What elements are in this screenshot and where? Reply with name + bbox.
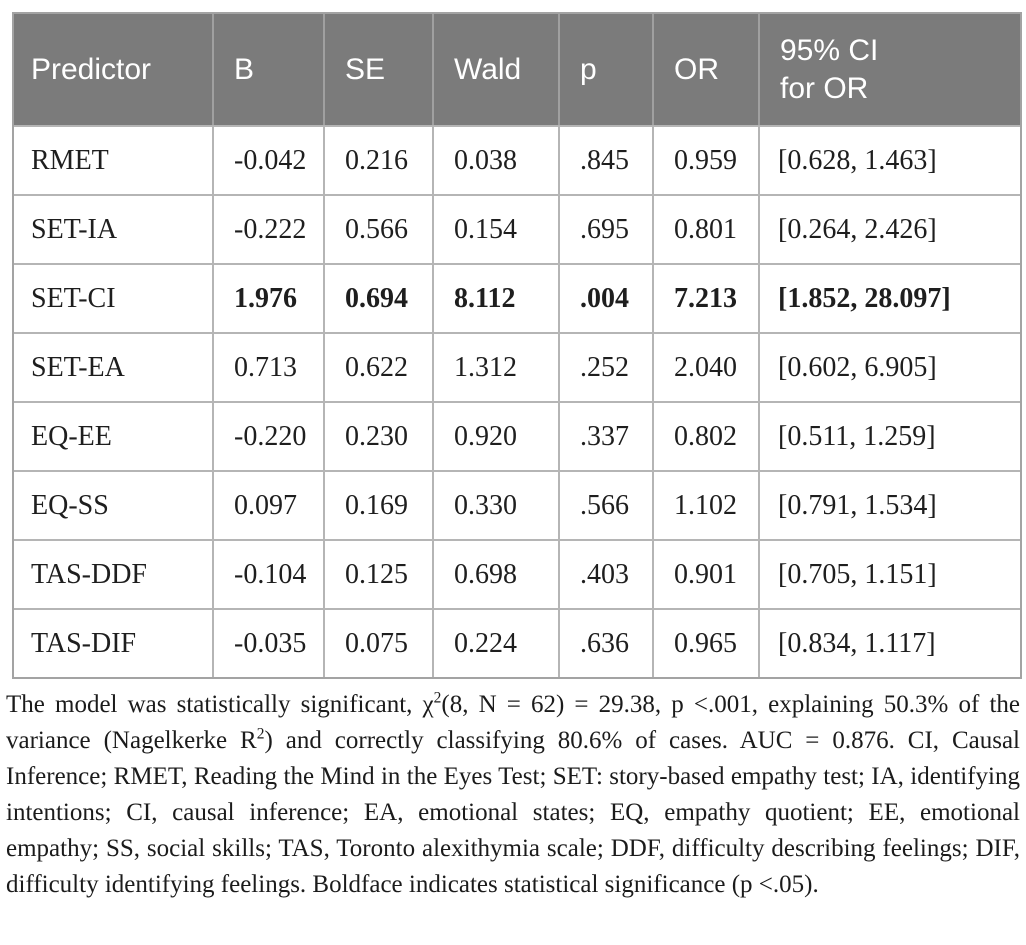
table-row-eq-ee: EQ-EE -0.220 0.230 0.920.337 0.802 [0.511, 1.… [14,401,1020,470]
column-header-p: p [558,14,652,125]
cell-or: 0.965 [652,610,758,677]
cell-ci: [1.852, 28.097] [758,265,1020,332]
cell-predictor: SET-IA [31,213,118,245]
cell-ci: [0.602, 6.905] [758,334,1020,401]
cell-ci: [0.264, 2.426] [758,196,1020,263]
chi-squared-superscript: 2 [433,689,442,707]
cell-wald: 0.038 [432,127,558,194]
column-header-predictor: Predictor [31,52,152,86]
table-row-rmet: RMET -0.042 0.216 0.038.845 0.959 [0.628, 1.4… [14,125,1020,194]
column-header-b: B [212,14,323,125]
cell-predictor: TAS-DIF [31,627,137,659]
cell-predictor: TAS-DDF [31,558,147,590]
table-body: RMET -0.042 0.216 0.038.845 0.959 [0.628, 1.4… [14,125,1020,677]
cell-p: .566 [558,472,652,539]
cell-ci: [0.511, 1.259] [758,403,1020,470]
table-row-tas-dif: TAS-DIF -0.035 0.075 0.224.636 0.965 [0.834, … [14,608,1020,677]
table-row-set-ci: SET-CI 1.976 0.694 8.112.004 7.213 [1.852, 28… [14,263,1020,332]
cell-ci: [0.705, 1.151] [758,541,1020,608]
column-header-wald: Wald [432,14,558,125]
cell-p: .337 [558,403,652,470]
cell-or: 0.801 [652,196,758,263]
cell-se: 0.075 [323,610,432,677]
cell-or: 1.102 [652,472,758,539]
table-row-tas-ddf: TAS-DDF -0.104 0.125 0.698.403 0.901 [0.705, … [14,539,1020,608]
cell-predictor: EQ-EE [31,420,112,452]
cell-b: -0.104 [212,541,323,608]
cell-se: 0.230 [323,403,432,470]
cell-ci: [0.791, 1.534] [758,472,1020,539]
cell-wald: 0.698 [432,541,558,608]
cell-b: -0.220 [212,403,323,470]
column-header-or: OR [652,14,758,125]
cell-wald: 0.920 [432,403,558,470]
cell-or: 2.040 [652,334,758,401]
cell-wald: 0.330 [432,472,558,539]
cell-se: 0.566 [323,196,432,263]
table-row-set-ea: SET-EA 0.713 0.622 1.312.252 2.040 [0.602, 6.… [14,332,1020,401]
cell-se: 0.125 [323,541,432,608]
cell-b: -0.042 [212,127,323,194]
cell-predictor: EQ-SS [31,489,109,521]
footnote-text: ) and correctly classifying 80.6% of cas… [6,727,1020,898]
cell-p: .403 [558,541,652,608]
cell-p: .695 [558,196,652,263]
cell-b: 0.713 [212,334,323,401]
cell-se: 0.694 [323,265,432,332]
cell-se: 0.216 [323,127,432,194]
cell-b: -0.222 [212,196,323,263]
cell-wald: 0.154 [432,196,558,263]
footnote-text: The model was statistically significant,… [6,691,434,718]
cell-or: 0.802 [652,403,758,470]
cell-predictor: SET-CI [31,282,116,314]
cell-or: 7.213 [652,265,758,332]
cell-predictor: SET-EA [31,351,125,383]
cell-p: .636 [558,610,652,677]
table-header-row: Predictor B SE Wald p OR 95% CI for OR [14,14,1020,125]
cell-wald: 1.312 [432,334,558,401]
cell-ci: [0.834, 1.117] [758,610,1020,677]
cell-or: 0.901 [652,541,758,608]
r-squared-superscript: 2 [256,725,265,743]
cell-p: .252 [558,334,652,401]
cell-p: .845 [558,127,652,194]
logistic-regression-table: Predictor B SE Wald p OR 95% CI for OR R… [12,12,1022,679]
table-footnote: The model was statistically significant,… [6,687,1020,903]
cell-predictor: RMET [31,144,109,176]
cell-se: 0.622 [323,334,432,401]
cell-se: 0.169 [323,472,432,539]
column-header-se: SE [323,14,432,125]
table-row-set-ia: SET-IA -0.222 0.566 0.154.695 0.801 [0.264, 2… [14,194,1020,263]
footnote-text: (8, N = 62) = 29.38, p <.001, explaining… [6,691,1020,754]
cell-wald: 0.224 [432,610,558,677]
column-header-ci: 95% CI for OR [758,14,1020,125]
cell-b: 1.976 [212,265,323,332]
table-row-eq-ss: EQ-SS 0.097 0.169 0.330.566 1.102 [0.791, 1.5… [14,470,1020,539]
cell-b: 0.097 [212,472,323,539]
cell-p: .004 [558,265,652,332]
cell-or: 0.959 [652,127,758,194]
cell-b: -0.035 [212,610,323,677]
cell-wald: 8.112 [432,265,558,332]
cell-ci: [0.628, 1.463] [758,127,1020,194]
